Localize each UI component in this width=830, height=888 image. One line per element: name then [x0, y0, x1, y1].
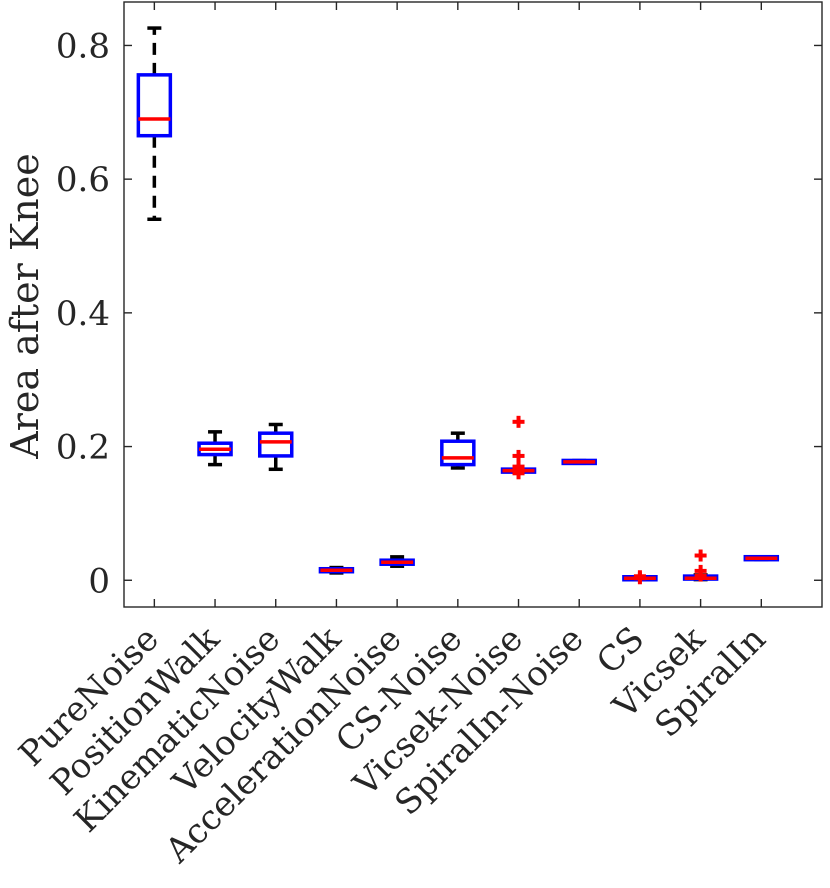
box-group-cs — [622, 570, 658, 585]
y-axis-label: Area after Knee — [3, 153, 47, 459]
box-group-vicsek — [682, 549, 719, 582]
plot-area — [136, 26, 780, 585]
box — [440, 439, 476, 467]
axes: 00.20.40.60.8PureNoisePositionWalkKinema… — [11, 1, 823, 871]
outlier-marker — [512, 415, 525, 428]
box-group-velocitywalk — [318, 565, 355, 575]
box-group-cs-noise — [440, 431, 476, 470]
box-group-purenoise — [136, 26, 173, 222]
y-tick-label: 0.6 — [56, 160, 110, 200]
y-tick-label: 0.8 — [56, 26, 110, 66]
box-group-spiralin-noise — [561, 458, 597, 466]
outlier-marker — [694, 549, 707, 562]
box-group-accelerationnoise — [379, 555, 415, 568]
box — [257, 431, 294, 458]
y-tick-label: 0.2 — [56, 428, 110, 468]
box — [136, 73, 173, 138]
outlier-marker — [512, 463, 525, 476]
outlier-marker — [633, 572, 646, 585]
box-group-spiralin — [743, 554, 780, 562]
y-tick-label: 0.4 — [56, 294, 110, 334]
y-tick-label: 0 — [88, 561, 110, 601]
box-group-vicsek-noise — [500, 415, 537, 480]
axes-frame — [123, 1, 823, 608]
box-group-kinematicnoise — [257, 422, 294, 472]
outlier-marker — [512, 449, 525, 462]
box-group-positionwalk — [197, 430, 233, 467]
outlier-marker — [694, 569, 707, 582]
